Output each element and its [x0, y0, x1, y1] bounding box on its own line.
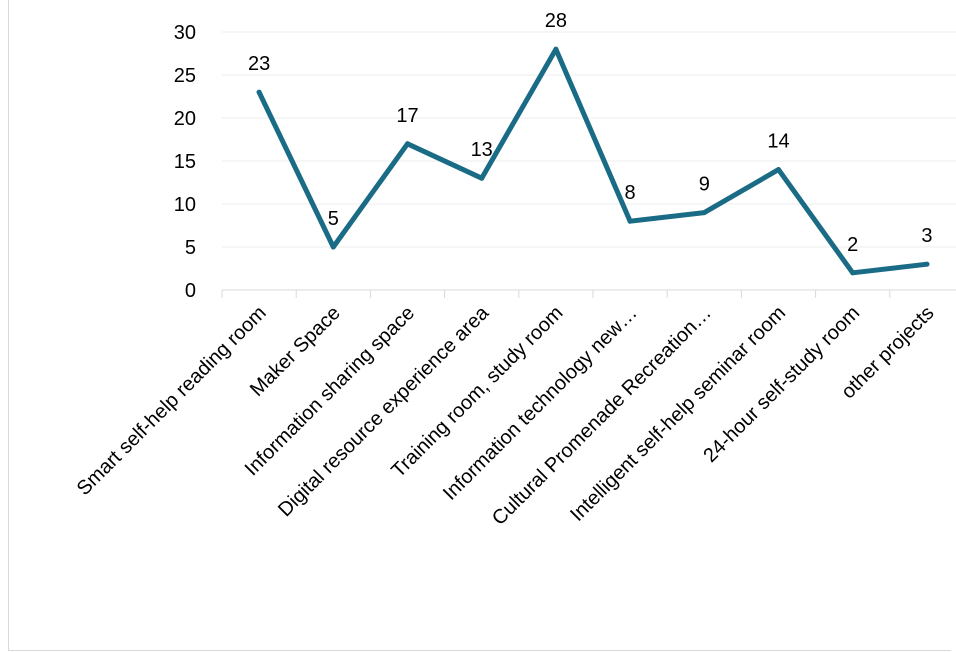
y-tick-label: 15 [174, 151, 196, 173]
series-line [256, 46, 930, 276]
x-axis [221, 290, 891, 298]
data-label: 14 [767, 131, 789, 153]
data-point [479, 175, 485, 181]
data-label: 13 [471, 139, 493, 161]
data-point [924, 261, 930, 267]
data-label: 2 [847, 234, 858, 256]
gridlines [222, 31, 956, 291]
category-label: Smart self-help reading room [73, 302, 271, 500]
data-point [776, 167, 781, 173]
data-point [330, 244, 336, 250]
y-axis-ticks: 0 5 10 15 20 25 30 [174, 22, 196, 302]
data-label: 17 [396, 105, 418, 127]
data-point [701, 210, 707, 216]
data-point [256, 89, 262, 95]
y-tick-label: 5 [185, 237, 196, 259]
data-point [627, 218, 633, 224]
series-group [256, 46, 930, 276]
chart-frame [8, 0, 951, 651]
data-point [405, 141, 410, 147]
data-label: 3 [921, 225, 932, 247]
data-label: 9 [699, 174, 710, 196]
data-point [553, 46, 559, 52]
data-label: 5 [328, 208, 339, 230]
y-tick-label: 10 [174, 194, 196, 216]
data-label: 28 [545, 10, 567, 32]
y-tick-label: 0 [185, 280, 196, 302]
y-tick-label: 30 [174, 22, 196, 44]
data-point [850, 270, 856, 276]
data-label: 8 [625, 182, 636, 204]
y-tick-label: 25 [174, 65, 196, 87]
y-tick-label: 20 [174, 108, 196, 130]
data-label: 23 [248, 53, 270, 75]
